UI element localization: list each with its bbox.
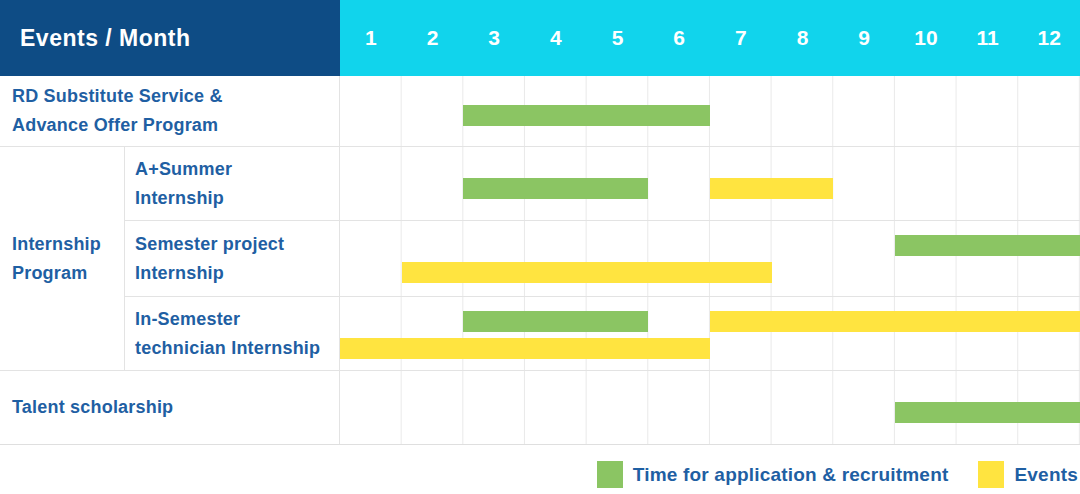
header-title-cell: Events / Month <box>0 0 340 76</box>
row-label-talent-scholarship: Talent scholarship <box>0 371 340 444</box>
table-row-in-semester-technician: In-Semester technician Internship <box>125 296 1080 370</box>
events-bar <box>402 262 772 283</box>
month-header-2: 2 <box>402 0 464 76</box>
group-label-line: Program <box>12 259 124 288</box>
month-header-5: 5 <box>587 0 649 76</box>
internship-subrows: A+Summer Internship Semester project Int… <box>125 147 1080 370</box>
month-header-3: 3 <box>463 0 525 76</box>
events-swatch-icon <box>978 461 1004 488</box>
recruitment-bar <box>463 105 710 126</box>
row-label-line: Talent scholarship <box>12 393 339 422</box>
table-body: RD Substitute Service & Advance Offer Pr… <box>0 76 1080 445</box>
timeline-semester-project <box>340 221 1080 296</box>
legend-label-events: Events <box>1014 464 1078 486</box>
recruitment-bar <box>463 311 648 332</box>
table-row-semester-project: Semester project Internship <box>125 220 1080 296</box>
row-label-line: Internship <box>135 259 339 288</box>
month-header-row: 1 2 3 4 5 6 7 8 9 10 11 12 <box>340 0 1080 76</box>
group-label-line: Internship <box>12 230 124 259</box>
month-header-4: 4 <box>525 0 587 76</box>
row-label-in-semester-technician: In-Semester technician Internship <box>125 297 340 370</box>
row-label-line: technician Internship <box>135 334 339 363</box>
timeline-talent-scholarship <box>340 371 1080 444</box>
month-header-10: 10 <box>895 0 957 76</box>
legend: Time for application & recruitment Event… <box>597 461 1078 488</box>
legend-item-recruitment: Time for application & recruitment <box>597 461 949 488</box>
timeline-in-semester-technician <box>340 297 1080 370</box>
timeline-rd-substitute <box>340 76 1080 146</box>
events-bar <box>710 178 833 199</box>
legend-item-events: Events <box>978 461 1078 488</box>
row-label-rd-substitute: RD Substitute Service & Advance Offer Pr… <box>0 76 340 146</box>
recruitment-swatch-icon <box>597 461 623 488</box>
row-label-line: Advance Offer Program <box>12 111 339 140</box>
recruitment-bar <box>463 178 648 199</box>
row-label-line: Internship <box>135 184 339 213</box>
row-label-line: RD Substitute Service & <box>12 82 339 111</box>
recruitment-bar <box>895 235 1080 256</box>
month-header-6: 6 <box>648 0 710 76</box>
table-header: Events / Month 1 2 3 4 5 6 7 8 9 10 11 1… <box>0 0 1080 76</box>
row-label-line: In-Semester <box>135 305 339 334</box>
month-header-7: 7 <box>710 0 772 76</box>
row-label-semester-project: Semester project Internship <box>125 221 340 296</box>
table-row-talent-scholarship: Talent scholarship <box>0 370 1080 444</box>
table-row-rd-substitute: RD Substitute Service & Advance Offer Pr… <box>0 76 1080 146</box>
row-label-line: Semester project <box>135 230 339 259</box>
group-label-internship-program: Internship Program <box>0 147 125 370</box>
events-bar <box>710 311 1080 332</box>
events-month-table: Events / Month 1 2 3 4 5 6 7 8 9 10 11 1… <box>0 0 1080 445</box>
recruitment-bar <box>895 402 1080 423</box>
month-header-12: 12 <box>1018 0 1080 76</box>
table-row-a-plus-summer: A+Summer Internship <box>125 147 1080 220</box>
events-bar <box>340 338 710 359</box>
month-header-1: 1 <box>340 0 402 76</box>
legend-label-recruitment: Time for application & recruitment <box>633 464 949 486</box>
month-header-9: 9 <box>833 0 895 76</box>
row-label-a-plus-summer: A+Summer Internship <box>125 147 340 220</box>
month-header-8: 8 <box>772 0 834 76</box>
gantt-page: Events / Month 1 2 3 4 5 6 7 8 9 10 11 1… <box>0 0 1080 494</box>
timeline-a-plus-summer <box>340 147 1080 220</box>
page-title: Events / Month <box>20 25 191 52</box>
row-label-line: A+Summer <box>135 155 339 184</box>
month-header-11: 11 <box>957 0 1019 76</box>
internship-program-group: Internship Program A+Summer Internship S… <box>0 146 1080 370</box>
